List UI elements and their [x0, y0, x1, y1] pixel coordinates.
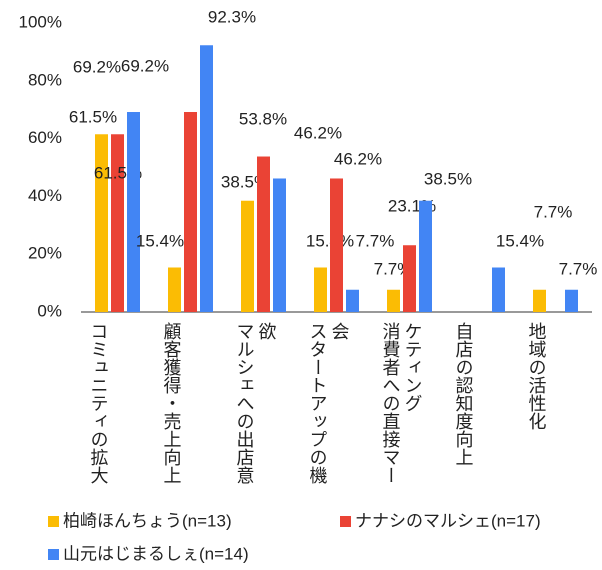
data-label: 69.2% [73, 57, 121, 76]
bar [330, 178, 343, 312]
bar [387, 289, 400, 312]
data-label: 7.7% [374, 259, 413, 278]
bar [419, 200, 432, 312]
legend-label: 山元はじまるしぇ(n=14) [63, 544, 249, 563]
legend-swatch [48, 516, 59, 527]
data-label: 38.5% [424, 169, 472, 188]
y-tick-label: 20% [28, 244, 62, 263]
data-label: 7.7% [356, 231, 395, 250]
x-tick-label: コミュニティの拡大 [88, 322, 109, 484]
y-tick-label: 60% [28, 128, 62, 147]
data-label: 46.2% [294, 123, 342, 142]
bar [257, 156, 270, 312]
data-label: 69.2% [121, 56, 169, 75]
x-tick-label: 消費者への直接マーケティング [380, 322, 423, 484]
bar [273, 178, 286, 312]
data-label: 7.7% [559, 259, 598, 278]
data-label: 15.4% [496, 231, 544, 250]
data-label: 46.2% [334, 149, 382, 168]
bar [492, 267, 505, 312]
y-tick-label: 40% [28, 186, 62, 205]
x-tick-label: スタートアップの機会 [307, 322, 350, 484]
bar [346, 289, 359, 312]
x-tick-label: 自店の認知度向上 [453, 322, 474, 466]
bar [241, 200, 254, 312]
x-tick-label: 地域の活性化 [526, 322, 547, 430]
legend-label: ナナシのマルシェ(n=17) [355, 511, 541, 530]
data-label: 92.3% [208, 7, 256, 26]
bar [127, 112, 140, 313]
x-tick-label: マルシェへの出店意欲 [234, 322, 277, 484]
bar [168, 267, 181, 312]
legend-swatch [340, 516, 351, 527]
data-label: 15.4% [136, 231, 184, 250]
bar [184, 112, 197, 313]
data-label: 7.7% [534, 202, 573, 221]
bar [200, 45, 213, 313]
x-tick-label: 顧客獲得・売上向上 [161, 322, 182, 484]
y-tick-label: 0% [37, 301, 62, 320]
data-label: 61.5% [69, 107, 117, 126]
bar [403, 245, 416, 312]
bar [565, 289, 578, 312]
bar [533, 289, 546, 312]
bar [111, 134, 124, 312]
bar [95, 134, 108, 312]
y-tick-label: 100% [19, 12, 62, 31]
bar [314, 267, 327, 312]
y-tick-label: 80% [28, 70, 62, 89]
legend-swatch [48, 549, 59, 560]
data-label: 53.8% [239, 109, 287, 128]
legend-label: 柏崎ほんちょう(n=13) [63, 511, 232, 530]
